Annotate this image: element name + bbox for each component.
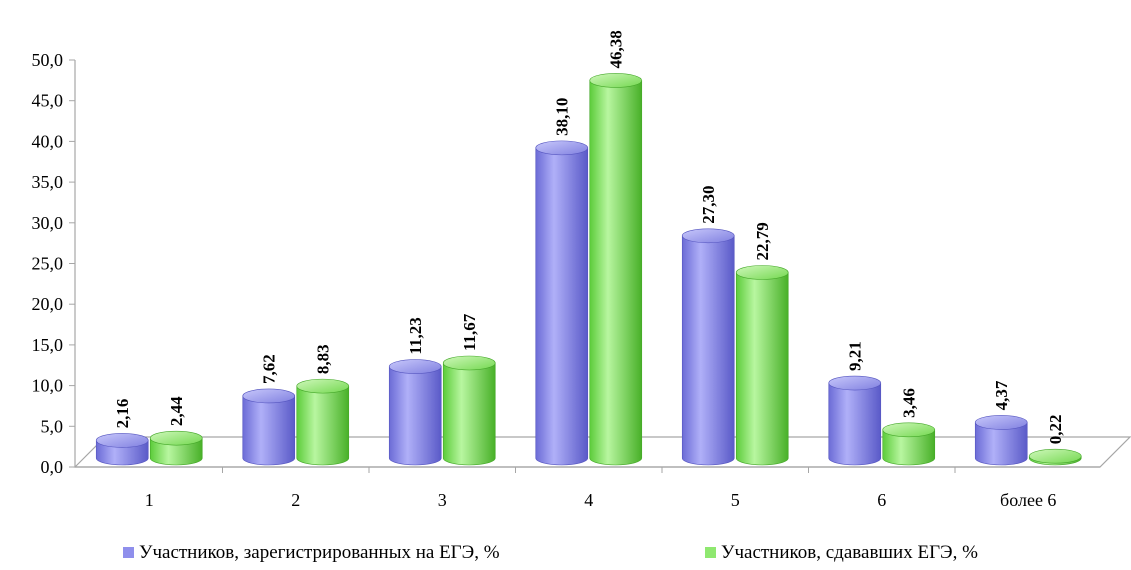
data-label: 11,23 <box>406 317 425 354</box>
data-label: 0,22 <box>1046 414 1065 444</box>
bar-registered <box>828 375 882 466</box>
y-tick-label: 50,0 <box>32 50 64 70</box>
data-label: 27,30 <box>699 186 718 224</box>
x-tick-label: 3 <box>438 490 447 510</box>
data-label: 38,10 <box>553 98 572 136</box>
data-label: 4,37 <box>992 380 1011 410</box>
legend-label: Участников, зарегистрированных на ЕГЭ, % <box>139 542 500 563</box>
data-label: 11,67 <box>460 313 479 351</box>
bars <box>95 73 1082 466</box>
bar-taken <box>589 73 643 466</box>
legend-swatch <box>123 547 134 558</box>
data-label: 9,21 <box>846 341 865 371</box>
x-tick-label: 6 <box>877 490 886 510</box>
y-tick-label: 35,0 <box>32 172 64 192</box>
legend-swatch <box>705 547 716 558</box>
y-tick-label: 20,0 <box>32 294 64 314</box>
y-tick-label: 5,0 <box>41 416 64 436</box>
x-tick-label: 2 <box>291 490 300 510</box>
axes: 0,0 5,0 10,0 15,0 20,0 25,0 30,0 35,0 40,0 45,0 50… <box>32 50 76 477</box>
bar-taken <box>149 430 203 466</box>
data-label: 46,38 <box>607 30 626 68</box>
x-tick-label: 4 <box>584 490 593 510</box>
y-tick-label: 10,0 <box>32 376 64 396</box>
bar-taken <box>735 265 789 466</box>
bar-registered <box>681 228 735 466</box>
y-tick-label: 15,0 <box>32 335 64 355</box>
x-tick-label: более 6 <box>1000 490 1056 510</box>
bar-taken <box>442 355 496 466</box>
y-tick-label: 0,0 <box>41 457 64 477</box>
legend-item-taken: Участников, сдававших ЕГЭ, % <box>705 542 978 563</box>
y-tick-label: 30,0 <box>32 213 64 233</box>
x-tick-label: 1 <box>145 490 154 510</box>
data-label: 7,62 <box>260 354 279 384</box>
data-labels: 2,16 7,62 11,23 38,10 27,30 9,21 4,37 2,44 8,83 1… <box>113 30 1065 444</box>
data-label: 3,46 <box>900 388 919 418</box>
bar-registered <box>974 415 1028 466</box>
y-tick-label: 25,0 <box>32 254 64 274</box>
bar-taken <box>296 378 350 466</box>
data-label: 8,83 <box>314 344 333 374</box>
legend-label: Участников, сдававших ЕГЭ, % <box>721 542 978 563</box>
data-label: 2,16 <box>113 399 132 429</box>
bar-taken <box>1028 448 1082 466</box>
bar-registered <box>95 433 149 466</box>
bar-registered <box>242 388 296 466</box>
x-tick-label: 5 <box>731 490 740 510</box>
data-label: 22,79 <box>753 222 772 260</box>
legend: Участников, зарегистрированных на ЕГЭ, %… <box>123 542 978 563</box>
bar-taken <box>882 422 936 466</box>
bar-registered <box>535 140 589 466</box>
bar-registered <box>388 359 442 466</box>
y-tick-label: 45,0 <box>32 91 64 111</box>
data-label: 2,44 <box>167 396 186 426</box>
legend-item-registered: Участников, зарегистрированных на ЕГЭ, % <box>123 542 500 563</box>
y-tick-label: 40,0 <box>32 131 64 151</box>
